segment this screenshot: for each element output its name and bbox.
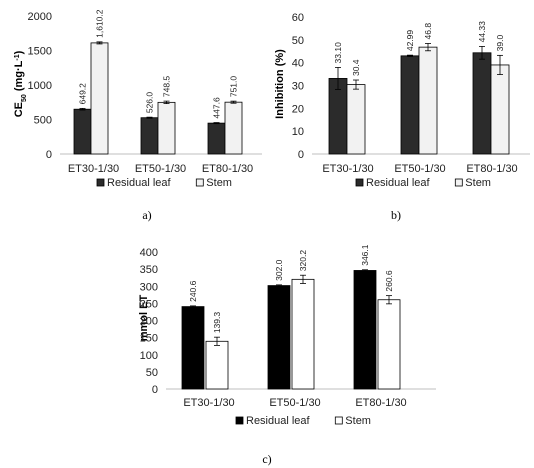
data-label: 240.6 (188, 280, 198, 302)
data-label: 751.0 (229, 76, 239, 98)
data-label: 302.0 (274, 259, 284, 281)
y-tick-label: 0 (298, 149, 304, 161)
bar-stem (346, 84, 366, 155)
y-tick-label: 60 (292, 12, 304, 24)
bar-residual-leaf (140, 117, 159, 155)
legend-label: Residual leaf (107, 177, 172, 189)
legend-swatch (355, 178, 364, 187)
x-tick-label: ET80-1/30 (466, 163, 517, 175)
panel-label-c: c) (262, 452, 271, 466)
y-tick-label: 300 (140, 281, 158, 293)
y-tick-label: 0 (152, 384, 158, 396)
y-tick-label: 350 (140, 264, 158, 276)
y-tick-label: 1000 (28, 80, 52, 92)
y-tick-label: 40 (292, 58, 304, 70)
legend-swatch (454, 178, 463, 187)
data-label: 30.4 (351, 59, 361, 76)
x-tick-label: ET30-1/30 (183, 397, 234, 409)
legend-label: Residual leaf (366, 177, 431, 189)
data-label: 39.0 (495, 35, 505, 52)
data-label: 139.3 (212, 312, 222, 334)
y-tick-label: 150 (140, 333, 158, 345)
panel-label-b: b) (391, 208, 401, 222)
bar-stem (291, 278, 315, 390)
y-axis-title-b: Inhibition (%) (274, 49, 286, 119)
legend-swatch (334, 416, 343, 425)
y-tick-label: 20 (292, 103, 304, 115)
legend-swatch (96, 178, 105, 187)
x-tick-label: ET50-1/30 (269, 397, 320, 409)
bar-stem (418, 46, 438, 155)
bar-residual-leaf (73, 108, 92, 155)
bar-stem (224, 101, 243, 155)
chart-panel-c: mmol ET c) 0 50 100 150 200 250 300 350 400 240.6… (138, 244, 436, 466)
bar-residual-leaf (400, 55, 420, 155)
data-label: 1,610.2 (95, 9, 105, 38)
y-tick-label: 100 (140, 350, 158, 362)
x-tick-label: ET80-1/30 (355, 397, 406, 409)
bar-stem (490, 64, 510, 155)
bar-residual-leaf (472, 52, 492, 155)
bar-stem (205, 340, 229, 390)
bar-residual-leaf (181, 306, 205, 390)
data-label: 44.33 (477, 21, 487, 43)
y-axis-title-a: CE50 (mg·L-1) (13, 50, 28, 117)
data-label: 447.6 (212, 97, 222, 119)
bar-residual-leaf (353, 270, 377, 390)
y-tick-label: 1500 (28, 46, 52, 58)
y-tick-label: 400 (140, 247, 158, 259)
y-tick-label: 2000 (28, 11, 52, 23)
data-label: 42.99 (405, 30, 415, 52)
chart-panel-a: CE50 (mg·L-1) a) 0 500 1000 1500 2000 649.2 1,… (13, 9, 262, 222)
x-tick-label: ET30-1/30 (68, 163, 119, 175)
bar-stem (157, 101, 176, 155)
legend-swatch (235, 416, 244, 425)
y-tick-label: 10 (292, 126, 304, 138)
y-tick-label: 250 (140, 298, 158, 310)
bar-residual-leaf (267, 285, 291, 390)
legend-label: Stem (465, 177, 491, 189)
chart-panel-b: Inhibition (%) b) 0 10 20 30 40 50 60 33.10 30.4… (274, 12, 530, 222)
panel-label-a: a) (142, 208, 151, 222)
legend-label: Residual leaf (246, 415, 311, 427)
legend-label: Stem (206, 177, 232, 189)
bar-residual-leaf (207, 122, 226, 155)
data-label: 260.6 (384, 270, 394, 292)
bar-stem (377, 299, 401, 390)
y-axis-title-c: mmol ET (138, 294, 150, 341)
y-tick-label: 30 (292, 81, 304, 93)
data-label: 46.8 (423, 23, 433, 40)
legend-label: Stem (345, 415, 371, 427)
data-label: 748.5 (162, 76, 172, 98)
data-label: 346.1 (360, 244, 370, 266)
x-tick-label: ET80-1/30 (202, 163, 253, 175)
x-tick-label: ET50-1/30 (135, 163, 186, 175)
y-tick-label: 0 (46, 149, 52, 161)
data-label: 526.0 (145, 92, 155, 114)
y-tick-label: 50 (292, 35, 304, 47)
legend-swatch (195, 178, 204, 187)
data-label: 33.10 (333, 42, 343, 64)
x-tick-label: ET30-1/30 (322, 163, 373, 175)
y-tick-label: 500 (34, 115, 52, 127)
y-tick-label: 200 (140, 316, 158, 328)
data-label: 649.2 (78, 83, 88, 105)
data-label: 320.2 (298, 250, 308, 272)
y-tick-label: 50 (146, 367, 158, 379)
bar-stem (90, 42, 109, 155)
x-tick-label: ET50-1/30 (394, 163, 445, 175)
